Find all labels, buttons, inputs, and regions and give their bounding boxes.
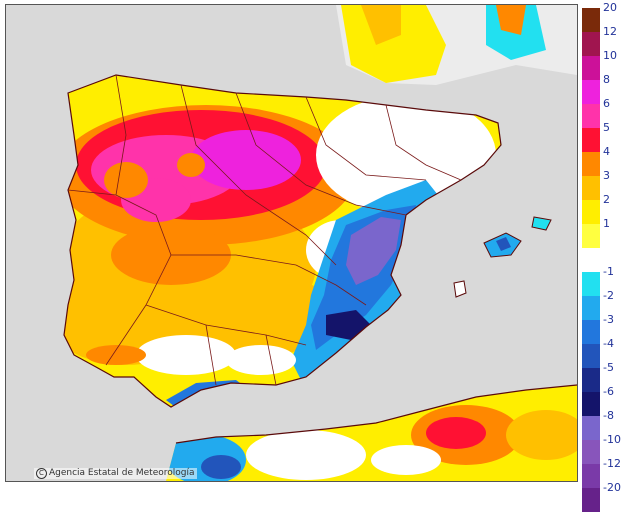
legend-item-warm-7: 3: [582, 169, 628, 200]
legend-swatch: [582, 56, 600, 80]
balearic-islands: [453, 216, 552, 298]
legend-swatch: [582, 104, 600, 128]
legend-label: 4: [603, 145, 610, 158]
legend-label: -6: [603, 385, 614, 398]
legend-label: -2: [603, 289, 614, 302]
legend-swatch: [582, 368, 600, 392]
legend-item-cold-3: -4: [582, 337, 628, 368]
copyright-icon: C: [36, 468, 47, 479]
legend-item-warm-0: 20: [582, 1, 628, 32]
legend-item-cold-2: -3: [582, 313, 628, 344]
legend-label: -5: [603, 361, 614, 374]
legend-label: 5: [603, 121, 610, 134]
map-canvas: [63, 5, 577, 481]
legend-item-warm-6: 4: [582, 145, 628, 176]
legend-label: 2: [603, 193, 610, 206]
legend-swatch: [582, 8, 600, 32]
credit-line: C Agencia Estatal de Meteorología: [34, 468, 197, 479]
legend-item-warm-8: 2: [582, 193, 628, 224]
legend-swatch: [582, 296, 600, 320]
legend-swatch: [582, 488, 600, 512]
legend-label: 6: [603, 97, 610, 110]
color-legend: 20 12 10 8 6 5 4 3 2 1 -1 -2 -3 -4 -5 -6 -8 -10 -12 -20: [582, 1, 628, 512]
legend-label: 1: [603, 217, 610, 230]
legend-swatch: [582, 272, 600, 296]
legend-label: -8: [603, 409, 614, 422]
legend-item-warm-4: 6: [582, 97, 628, 128]
legend-label: 3: [603, 169, 610, 182]
legend-swatch: [582, 344, 600, 368]
anomaly-map: C Agencia Estatal de Meteorología: [5, 4, 578, 482]
legend-item-cold-9: -20: [582, 481, 628, 512]
legend-label: -3: [603, 313, 614, 326]
legend-item-cold-6: -8: [582, 409, 628, 440]
legend-item-cold-1: -2: [582, 289, 628, 320]
legend-swatch: [582, 128, 600, 152]
legend-swatch: [582, 224, 600, 248]
legend-label: -1: [603, 265, 614, 278]
legend-swatch: [582, 320, 600, 344]
legend-label: 12: [603, 25, 617, 38]
legend-swatch: [582, 152, 600, 176]
legend-item-warm-3: 8: [582, 73, 628, 104]
legend-item-cold-7: -10: [582, 433, 628, 464]
legend-item-cold-4: -5: [582, 361, 628, 392]
legend-swatch: [582, 32, 600, 56]
legend-label: 10: [603, 49, 617, 62]
legend-swatch: [582, 440, 600, 464]
peninsula-coastline: [63, 74, 502, 408]
legend-label: -10: [603, 433, 621, 446]
africa-coastline: [175, 384, 577, 444]
legend-label: 20: [603, 1, 617, 14]
legend-label: 8: [603, 73, 610, 86]
credit-text: Agencia Estatal de Meteorología: [49, 468, 195, 478]
legend-item-warm-9: 1: [582, 217, 628, 248]
legend-item-cold-0: -1: [582, 265, 628, 296]
legend-label: -4: [603, 337, 614, 350]
legend-item-warm-5: 5: [582, 121, 628, 152]
legend-swatch: [582, 416, 600, 440]
legend-item-warm-2: 10: [582, 49, 628, 80]
legend-swatch: [582, 392, 600, 416]
legend-swatch: [582, 80, 600, 104]
legend-item-cold-5: -6: [582, 385, 628, 416]
france-warm: [341, 5, 446, 83]
legend-label: -12: [603, 457, 621, 470]
legend-item-cold-8: -12: [582, 457, 628, 488]
legend-swatch: [582, 176, 600, 200]
legend-swatch: [582, 464, 600, 488]
legend-label: -20: [603, 481, 621, 494]
legend-neutral-swatch: [582, 248, 600, 272]
legend-item-warm-1: 12: [582, 25, 628, 56]
legend-swatch: [582, 200, 600, 224]
internal-borders: [67, 74, 462, 386]
